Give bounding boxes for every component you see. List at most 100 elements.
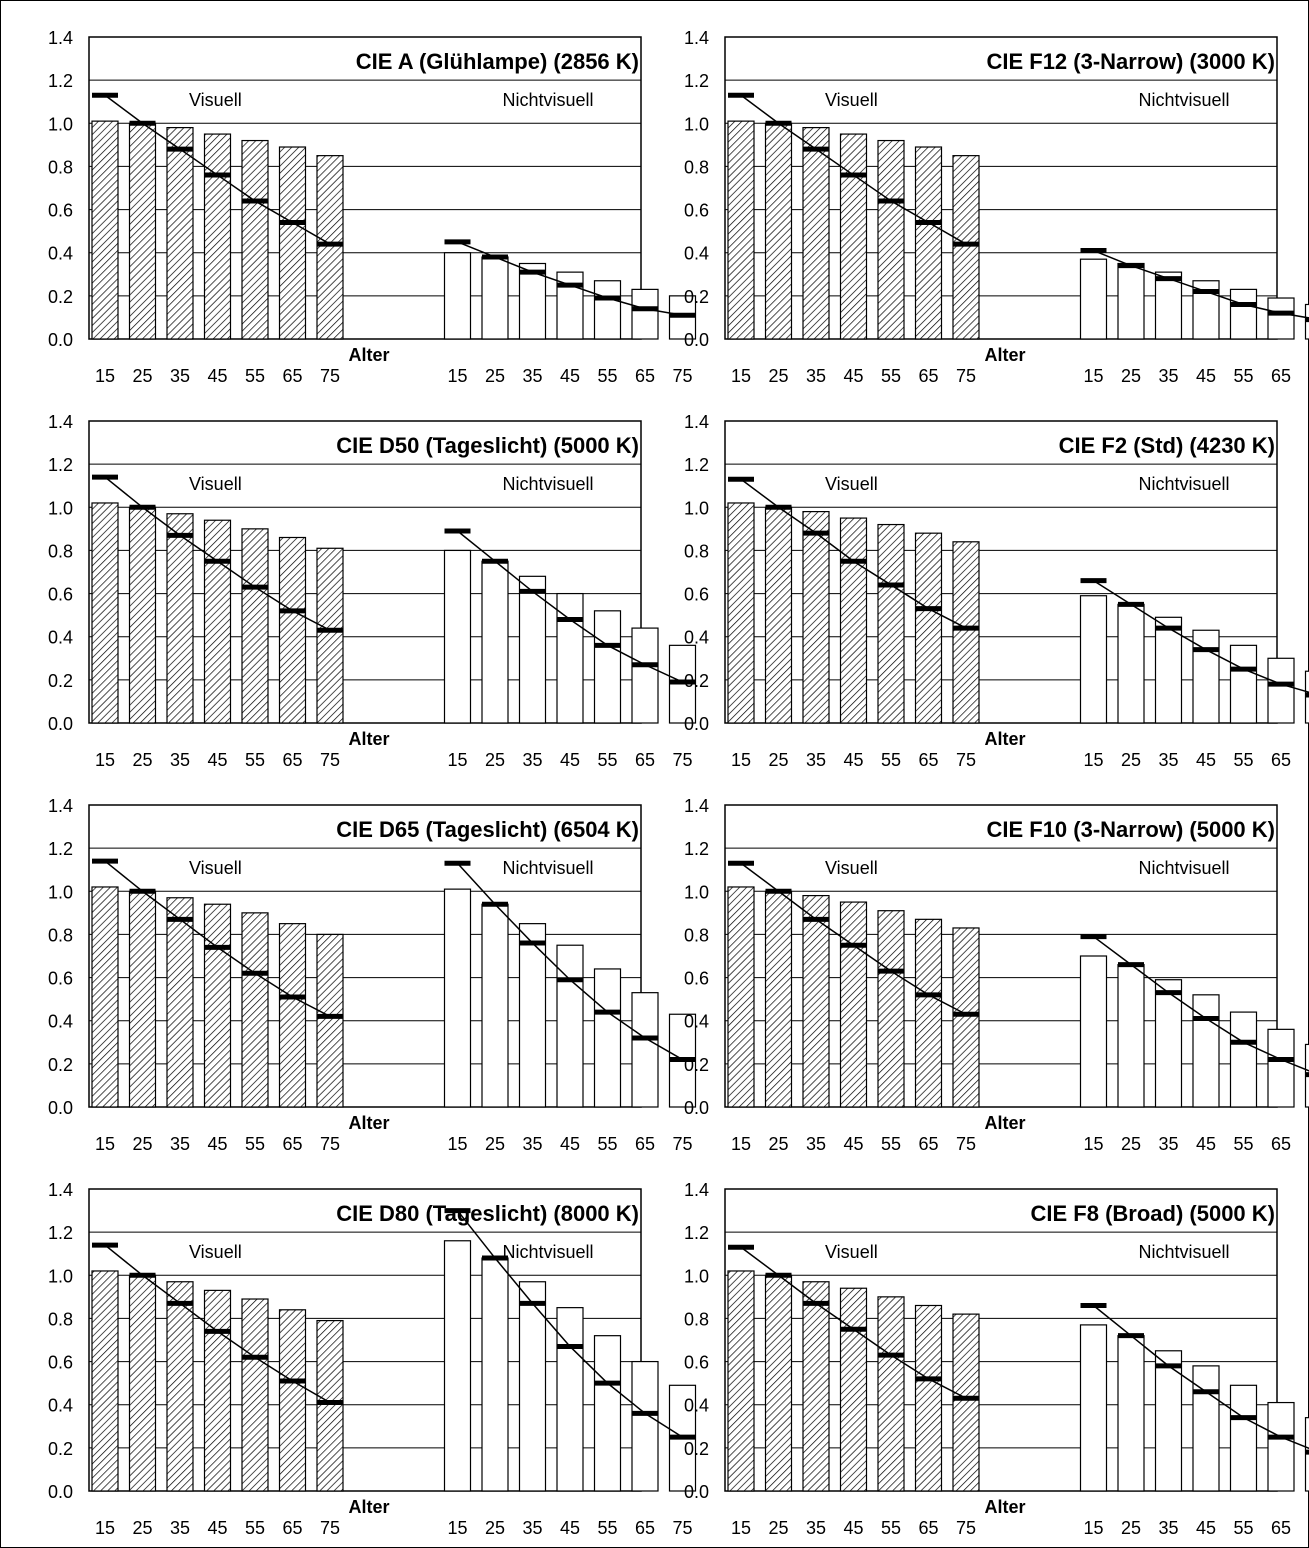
chart-panel: 0.0 0.2 0.4 0.6 0.8 1.0 1.2 1.4 Visuell 15 25 35 45 5…	[48, 412, 697, 770]
bar	[1267, 1401, 1295, 1492]
x-tick-label: 45	[207, 750, 227, 770]
bar	[1267, 657, 1295, 724]
bar	[1079, 595, 1108, 724]
bar	[1192, 1365, 1220, 1492]
group-label: Nichtvisuell	[1139, 474, 1230, 494]
bar	[1079, 955, 1108, 1108]
y-tick-label: 1.4	[684, 28, 709, 48]
x-tick-label: 35	[522, 1134, 542, 1154]
y-tick-label: 0.2	[48, 671, 73, 691]
x-tick-label: 65	[282, 750, 302, 770]
group-label: Visuell	[189, 858, 242, 878]
bar	[278, 1309, 307, 1492]
bar	[1192, 629, 1220, 724]
chart-title: CIE F10 (3-Narrow) (5000 K)	[986, 817, 1275, 842]
y-tick-label: 0.0	[684, 714, 709, 734]
bar	[764, 1274, 793, 1492]
bar	[91, 886, 119, 1108]
bar	[727, 886, 755, 1108]
chart-panel: 0.0 0.2 0.4 0.6 0.8 1.0 1.2 1.4 Visuell 15 25 35 45 5…	[48, 28, 697, 386]
bar	[278, 923, 307, 1108]
x-tick-label: 55	[245, 366, 265, 386]
y-tick-label: 1.0	[684, 1266, 709, 1286]
x-tick-label: 55	[245, 750, 265, 770]
bar	[1154, 979, 1183, 1108]
x-tick-label: 25	[132, 1518, 152, 1538]
x-tick-label: 15	[95, 1134, 115, 1154]
chart-title: CIE F12 (3-Narrow) (3000 K)	[986, 49, 1275, 74]
bar	[316, 1319, 344, 1492]
x-tick-label: 75	[956, 366, 976, 386]
group-label: Nichtvisuell	[503, 90, 594, 110]
x-tick-label: 75	[672, 1134, 692, 1154]
x-tick-label: 15	[447, 1518, 467, 1538]
bar	[764, 122, 793, 340]
x-tick-label: 15	[95, 750, 115, 770]
x-tick-label: 35	[806, 1134, 826, 1154]
chart-title: CIE F8 (Broad) (5000 K)	[1031, 1201, 1276, 1226]
y-tick-label: 1.4	[684, 1180, 709, 1200]
x-tick-label: 45	[207, 366, 227, 386]
x-tick-label: 15	[1083, 366, 1103, 386]
y-tick-label: 0.2	[684, 1055, 709, 1075]
chart-panel: 0.0 0.2 0.4 0.6 0.8 1.0 1.2 1.4 Visuell 15 25 35 45 5…	[48, 796, 697, 1154]
bar	[593, 968, 622, 1108]
y-tick-label: 1.0	[48, 498, 73, 518]
bar	[1079, 258, 1108, 340]
x-axis-label: Alter	[348, 1113, 389, 1133]
x-tick-label: 15	[731, 1518, 751, 1538]
y-tick-label: 0.4	[48, 1396, 73, 1416]
x-axis-label: Alter	[984, 1497, 1025, 1517]
x-tick-label: 15	[1083, 1518, 1103, 1538]
bar	[839, 901, 868, 1108]
y-tick-label: 0.0	[48, 714, 73, 734]
bar	[952, 1313, 980, 1492]
bar	[91, 502, 119, 724]
plot-border	[724, 804, 1278, 1108]
bar	[877, 139, 905, 340]
x-tick-label: 25	[132, 366, 152, 386]
bar	[556, 944, 584, 1108]
x-tick-label: 35	[170, 1518, 190, 1538]
chart-panel: 0.0 0.2 0.4 0.6 0.8 1.0 1.2 1.4 Visuell 15 25 35 45 5…	[684, 28, 1309, 386]
x-tick-label: 45	[843, 1518, 863, 1538]
bar	[1154, 271, 1183, 340]
bar	[278, 146, 307, 340]
x-tick-label: 65	[1271, 750, 1291, 770]
bar	[556, 1307, 584, 1492]
y-tick-label: 0.4	[684, 1396, 709, 1416]
x-tick-label: 75	[672, 1518, 692, 1538]
bar	[241, 912, 269, 1108]
bar	[241, 528, 269, 724]
bar	[727, 1270, 755, 1492]
x-tick-label: 75	[672, 750, 692, 770]
plot-border	[724, 36, 1278, 340]
x-tick-label: 45	[560, 1134, 580, 1154]
plot-border	[88, 36, 642, 340]
x-tick-label: 25	[485, 1134, 505, 1154]
group-label: Visuell	[825, 474, 878, 494]
y-tick-label: 1.2	[684, 455, 709, 475]
group-label: Visuell	[825, 1242, 878, 1262]
y-tick-label: 0.8	[684, 925, 709, 945]
y-tick-label: 1.4	[48, 28, 73, 48]
bar	[1117, 603, 1145, 724]
x-tick-label: 75	[956, 1134, 976, 1154]
y-tick-label: 0.8	[48, 541, 73, 561]
x-tick-label: 65	[918, 1518, 938, 1538]
bar	[839, 517, 868, 724]
bar	[278, 536, 307, 724]
bar	[241, 139, 269, 340]
y-tick-label: 0.8	[684, 1309, 709, 1329]
bar	[631, 992, 659, 1108]
y-tick-label: 0.0	[48, 1482, 73, 1502]
y-tick-label: 0.6	[48, 969, 73, 989]
bar	[914, 146, 943, 340]
x-tick-label: 75	[320, 1518, 340, 1538]
bar	[518, 262, 547, 340]
x-tick-label: 35	[170, 366, 190, 386]
bar	[764, 506, 793, 724]
x-tick-label: 35	[522, 1518, 542, 1538]
x-axis-label: Alter	[348, 345, 389, 365]
plot-border	[88, 1188, 642, 1492]
